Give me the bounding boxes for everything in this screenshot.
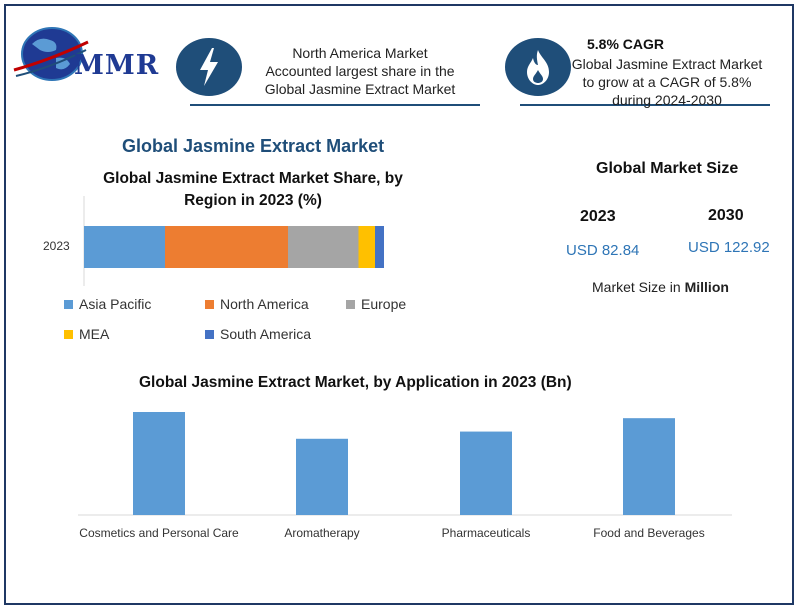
application-tick-label-pharmaceuticals: Pharmaceuticals (442, 526, 531, 540)
main-title: Global Jasmine Extract Market (122, 136, 385, 156)
application-tick-label-cosmetics-and-personal-care: Cosmetics and Personal Care (79, 526, 239, 540)
application-bar-food-and-beverages (623, 418, 675, 515)
market-size-title: Global Market Size (596, 160, 739, 177)
application-bar-cosmetics-and-personal-care (133, 412, 185, 515)
region-segment-europe (288, 226, 359, 268)
info-right-line2: to grow at a CAGR of 5.8% (582, 74, 752, 90)
legend-label-mea: MEA (79, 326, 110, 342)
legend-label-asia-pacific: Asia Pacific (79, 296, 152, 312)
page-frame (4, 4, 794, 605)
market-size-note-unit: Million (684, 279, 729, 295)
legend-label-europe: Europe (361, 296, 407, 312)
info-right-line1: Global Jasmine Extract Market (571, 56, 763, 72)
market-size-year-2023: 2023 (580, 208, 616, 225)
legend-north-america: North America (205, 296, 309, 312)
application-chart-title: Global Jasmine Extract Market, by Applic… (139, 374, 572, 391)
application-bar-pharmaceuticals (460, 431, 512, 515)
application-tick-label-food-and-beverages: Food and Beverages (593, 526, 704, 540)
info-left-line2: Accounted largest share in the (265, 63, 455, 79)
region-category-label: 2023 (43, 239, 70, 253)
info-left-text: North America Market Accounted largest s… (245, 44, 475, 98)
info-left-line1: North America Market (292, 45, 428, 61)
legend-swatch-europe (346, 299, 355, 309)
legend-swatch-south-america (205, 329, 214, 339)
legend-south-america: South America (205, 326, 311, 342)
globe-icon (13, 27, 89, 81)
application-tick-label-aromatherapy: Aromatherapy (284, 526, 359, 540)
flame-icon (527, 50, 549, 85)
region-segment-asia-pacific (84, 226, 165, 268)
legend-swatch-asia-pacific (64, 299, 73, 309)
lightning-bolt-icon (200, 48, 218, 86)
logo-text: MMR (74, 50, 160, 81)
market-size-year-2030: 2030 (708, 207, 744, 224)
region-segment-north-america (165, 226, 288, 268)
legend-label-north-america: North America (220, 296, 309, 312)
market-size-value-2023: USD 82.84 (566, 242, 640, 259)
legend-swatch-north-america (205, 299, 214, 309)
cagr-title: 5.8% CAGR (587, 36, 665, 52)
info-right-text: Global Jasmine Extract Market to grow at… (565, 55, 769, 109)
info-left-badge (176, 38, 242, 96)
application-bar-aromatherapy (296, 438, 348, 515)
info-left-line3: Global Jasmine Extract Market (264, 81, 456, 97)
region-chart-title: Global Jasmine Extract Market Share, by … (103, 170, 403, 209)
market-size-note: Market Size in Million (592, 279, 729, 295)
legend-europe: Europe (346, 296, 406, 312)
region-segment-south-america (375, 226, 384, 268)
legend-mea: MEA (64, 326, 109, 342)
market-size-value-2030: USD 122.92 (688, 239, 770, 256)
logo: MMR (10, 20, 160, 90)
market-size-note-prefix: Market Size in (592, 279, 681, 295)
info-right-line3: during 2024-2030 (612, 92, 722, 108)
legend-swatch-mea (64, 329, 73, 339)
info-ribbon-right (520, 104, 770, 106)
info-right-badge (505, 38, 571, 96)
legend-asia-pacific: Asia Pacific (64, 296, 151, 312)
info-ribbon-left (190, 104, 480, 106)
region-segment-mea (358, 226, 375, 268)
legend-label-south-america: South America (220, 326, 312, 342)
